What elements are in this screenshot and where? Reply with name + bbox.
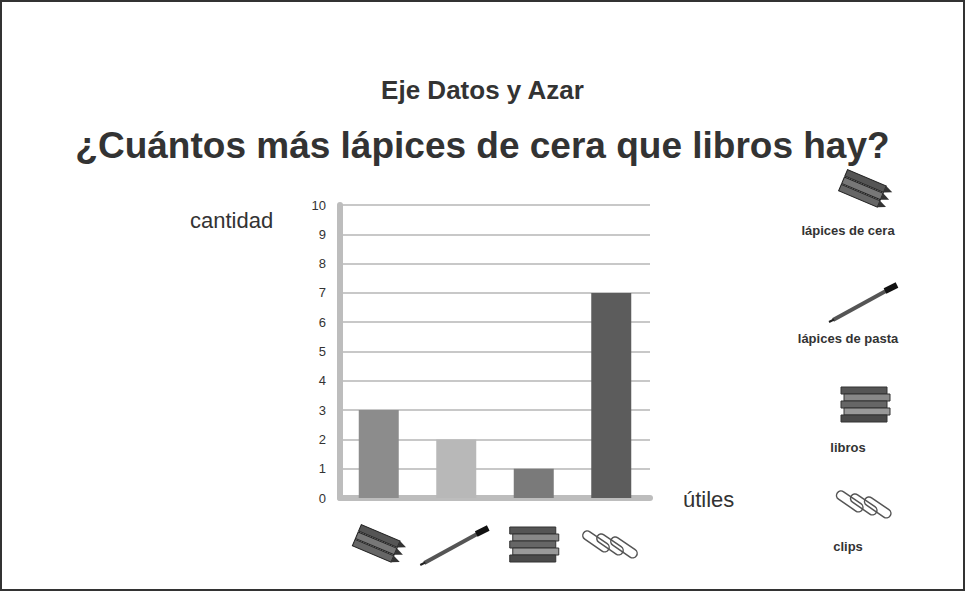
svg-text:3: 3 [319,403,326,418]
svg-text:8: 8 [319,256,326,271]
svg-text:5: 5 [319,344,326,359]
svg-text:2: 2 [319,432,326,447]
svg-text:4: 4 [319,373,326,388]
svg-text:9: 9 [319,227,326,242]
svg-text:lápices de cera: lápices de cera [801,223,895,238]
svg-text:0: 0 [319,491,326,506]
svg-text:cantidad: cantidad [190,208,273,233]
svg-text:libros: libros [830,440,865,455]
svg-text:¿Cuántos más lápices de cera q: ¿Cuántos más lápices de cera que libros … [75,125,889,166]
svg-text:6: 6 [319,315,326,330]
svg-text:10: 10 [312,198,326,213]
svg-text:lápices de pasta: lápices de pasta [798,331,899,346]
svg-text:1: 1 [319,461,326,476]
svg-text:clips: clips [833,539,863,554]
svg-text:7: 7 [319,285,326,300]
svg-text:Eje Datos y Azar: Eje Datos y Azar [381,75,584,105]
svg-text:útiles: útiles [683,487,734,512]
